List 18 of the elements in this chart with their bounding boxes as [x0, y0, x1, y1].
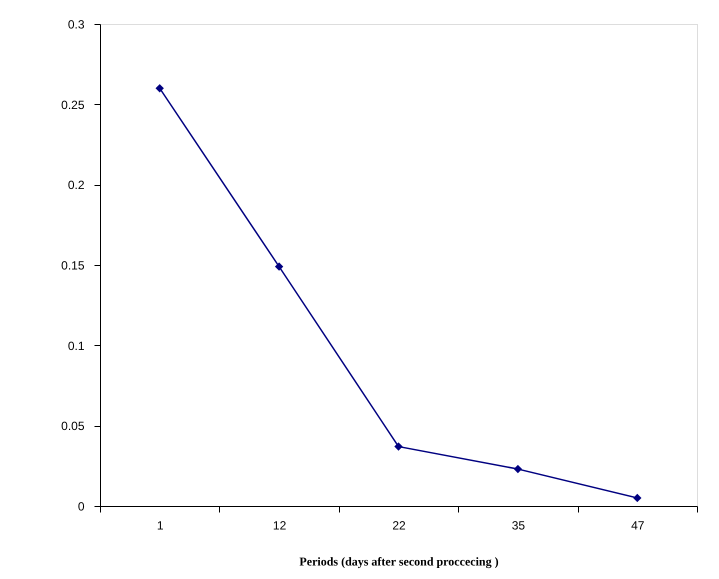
x-tick-label: 47: [631, 518, 645, 532]
point: [274, 262, 284, 271]
point: [633, 494, 642, 502]
y-tick-label: 0.25: [61, 98, 85, 112]
point: [394, 442, 403, 451]
x-tick-label: 12: [272, 518, 287, 532]
y-tick-label: 0.2: [68, 178, 85, 192]
x-tick-label: 22: [392, 518, 406, 532]
y-tick-label: 0: [78, 500, 85, 514]
x-tick-label: 1: [156, 518, 164, 532]
point: [514, 464, 522, 474]
x-axis-title: Periods (days after second proccecing ): [299, 554, 499, 568]
x-tick-label: 35: [512, 518, 526, 532]
y-tick-label: 0.05: [61, 419, 85, 434]
y-tick-label: 0.1: [68, 338, 85, 353]
y-tick-label: 0.15: [61, 258, 85, 272]
point: [156, 84, 164, 92]
y-tick-label: 0.3: [68, 18, 85, 32]
